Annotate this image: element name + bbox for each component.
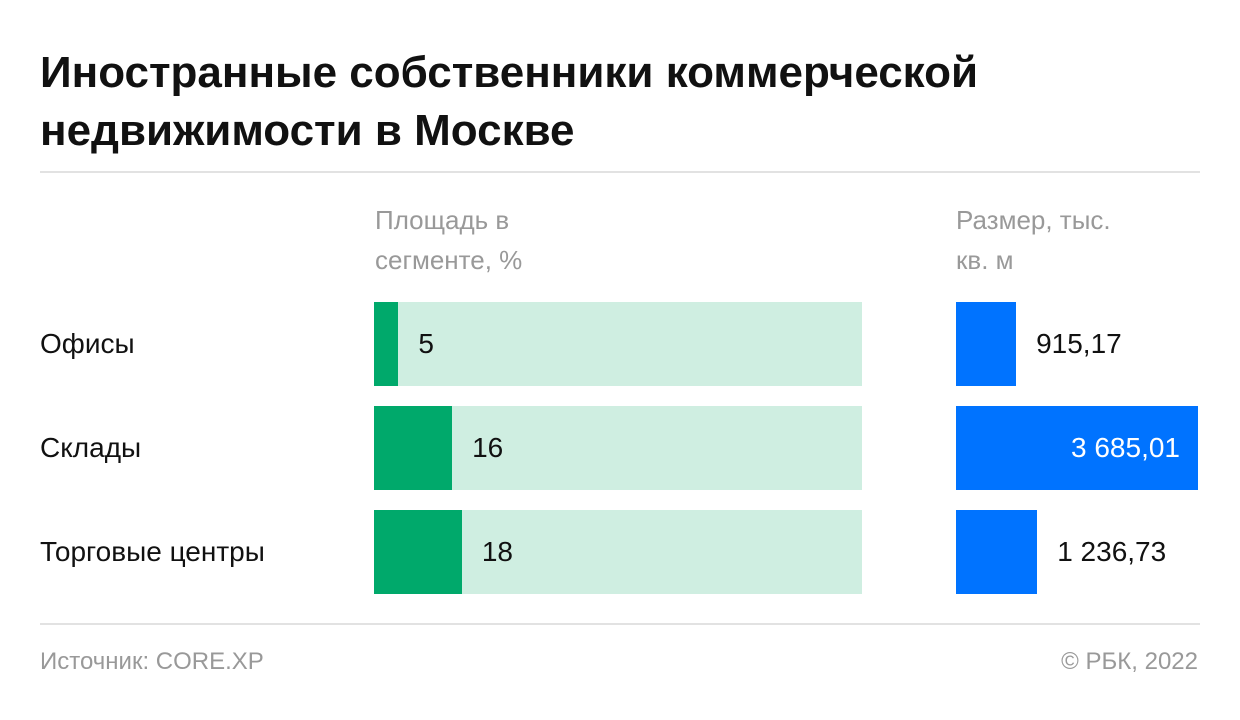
category-label: Торговые центры: [40, 536, 265, 567]
divider: [40, 171, 1200, 173]
value-label: 16: [472, 432, 504, 463]
divider: [40, 623, 1200, 625]
bar: [374, 302, 399, 386]
value-label: 5: [418, 328, 434, 359]
bar: [956, 510, 1038, 594]
source: Источник: CORE.XP: [40, 648, 264, 675]
column-header: Площадь в сегменте, %: [375, 205, 523, 275]
bar: [956, 406, 1198, 490]
copyright: © РБК, 2022: [1061, 648, 1198, 675]
column-header: Размер, тыс. кв. м: [956, 205, 1111, 275]
value-label: 1 236,73: [1057, 536, 1167, 567]
category-label: Склады: [40, 432, 142, 463]
bar-track: [374, 406, 862, 490]
category-label: Офисы: [40, 328, 135, 359]
bar: [956, 302, 1017, 386]
bar-track: [374, 302, 862, 386]
value-label: 3 685,01: [1071, 432, 1180, 463]
bar: [374, 406, 453, 490]
title: Иностранные собственники коммерческой не…: [40, 48, 979, 155]
value-label: 915,17: [1036, 328, 1122, 359]
bar: [374, 510, 462, 594]
value-label: 18: [481, 536, 513, 567]
